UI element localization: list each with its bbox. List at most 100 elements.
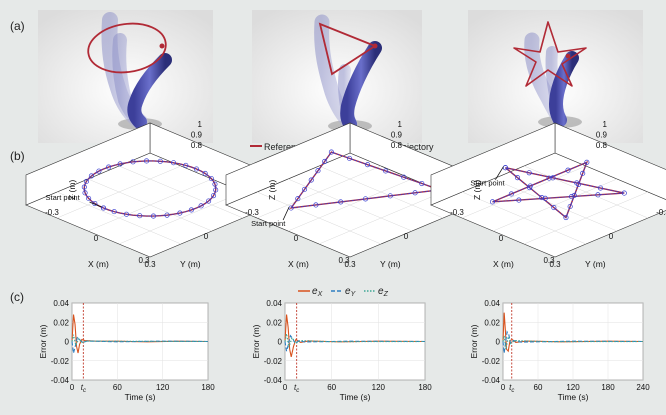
grid-line [256, 191, 382, 245]
x-tick-label: 180 [201, 383, 215, 392]
start-point-label: Start point [251, 219, 286, 228]
actual-marker [563, 215, 569, 221]
plot-wall [430, 122, 556, 206]
x-tick-label: 0 [70, 383, 75, 392]
reference-trajectory [492, 161, 625, 219]
actual-marker [171, 160, 177, 166]
plot-wall [225, 122, 351, 206]
plot-wall [25, 122, 151, 206]
actual-marker [117, 161, 123, 167]
actual-marker [567, 203, 573, 210]
z-tick: 1 [603, 120, 608, 129]
y-tick-label: -0.02 [51, 357, 70, 366]
y-tick-label: 0.02 [266, 318, 282, 327]
actual-trajectory [83, 160, 217, 217]
y-tick-label: 0.02 [53, 318, 69, 327]
y-tick: 0.3 [344, 260, 356, 269]
x-tick-label: 240 [636, 383, 650, 392]
actual-marker [88, 173, 94, 179]
actual-marker [574, 180, 580, 186]
actual-marker [383, 168, 389, 174]
x-tick-label: 60 [534, 383, 543, 392]
y-tick-label: 0.04 [266, 299, 282, 308]
actual-marker [206, 198, 212, 204]
x-tick: 0 [404, 232, 409, 241]
actual-marker [301, 186, 308, 192]
start-point-label: Start point [470, 179, 505, 188]
grid-line [56, 191, 182, 245]
start-point-arrow [495, 166, 504, 180]
grid-line [87, 178, 213, 232]
trajectory-plot-triangle: Start point 1 0.90.8 Z (m) -0.3 0 0.3 X (m) -0.3… [225, 120, 475, 269]
actual-marker [208, 176, 214, 182]
actual-marker [315, 168, 321, 174]
actual-marker [202, 170, 208, 177]
actual-marker [584, 159, 590, 165]
y-tick-label: 0 [278, 338, 283, 347]
actual-marker [489, 199, 496, 205]
actual-marker [550, 175, 556, 181]
series-eZ [284, 333, 426, 348]
actual-marker [177, 210, 183, 216]
y-tick-label: -0.02 [264, 357, 283, 366]
series-eZ [71, 334, 209, 348]
y-tick-label: 0 [496, 338, 501, 347]
start-point-arrow [89, 201, 102, 208]
actual-marker [150, 213, 156, 219]
legend-ey: eY [345, 286, 357, 298]
actual-marker [387, 193, 393, 199]
x-axis-label: Time (s) [558, 392, 589, 402]
actual-marker [365, 162, 371, 168]
z-tick: 0.9 [391, 131, 403, 140]
y-axis-label: Error (m) [251, 324, 261, 358]
y-tick: 0 [499, 234, 504, 243]
x-tick-label: 180 [418, 383, 432, 392]
actual-marker [322, 158, 328, 164]
photo-star-trajectory [468, 10, 643, 143]
actual-marker [96, 168, 102, 174]
x-tick-label: 60 [327, 383, 336, 392]
photo-circle-trajectory [38, 10, 213, 143]
actual-marker [597, 185, 604, 191]
actual-marker [188, 207, 194, 213]
series-eY [502, 330, 644, 354]
x-tick: 0.3 [138, 256, 150, 265]
panel-label-a: (a) [10, 19, 25, 33]
error-chart-star: 0 60 120 180 240 0.04 0.02 0 -0.02 -0.04 Time (s) E… [469, 299, 650, 402]
x-axis-label: X (m) [88, 259, 109, 269]
actual-marker [346, 155, 353, 161]
y-tick-label: -0.04 [51, 376, 70, 385]
actual-marker [546, 175, 552, 181]
grid-line [461, 191, 587, 245]
y-tick-label: -0.02 [482, 357, 501, 366]
y-tick: 0 [294, 234, 299, 243]
actual-marker [362, 196, 369, 202]
actual-marker [542, 195, 548, 201]
x-tick: 0.3 [338, 256, 350, 265]
grid-line [523, 191, 649, 245]
actual-trajectory [290, 151, 441, 209]
tc-label: tc [81, 383, 86, 394]
legend-ez: eZ [378, 286, 389, 298]
grid-line [318, 191, 444, 245]
y-axis-label: Error (m) [38, 324, 48, 358]
y-axis-label: Y (m) [180, 259, 201, 269]
x-tick-label: 120 [372, 383, 386, 392]
actual-marker [210, 193, 217, 199]
actual-marker [412, 190, 418, 196]
actual-marker [565, 167, 571, 173]
legend-ex: eX [312, 286, 323, 298]
actual-marker [313, 202, 319, 208]
actual-marker [106, 164, 112, 170]
actual-marker [595, 192, 601, 198]
y-axis-label: Y (m) [585, 259, 606, 269]
trajectory-plot-star: Start point 1 0.90.8 Z (m) -0.3 0 0.3 X (m) -0.3… [430, 120, 666, 269]
actual-marker [123, 211, 129, 217]
x-tick: 0 [609, 232, 614, 241]
x-axis-label: Time (s) [340, 392, 371, 402]
actual-marker [193, 166, 200, 172]
actual-marker [508, 191, 514, 197]
x-axis-label: X (m) [493, 259, 514, 269]
